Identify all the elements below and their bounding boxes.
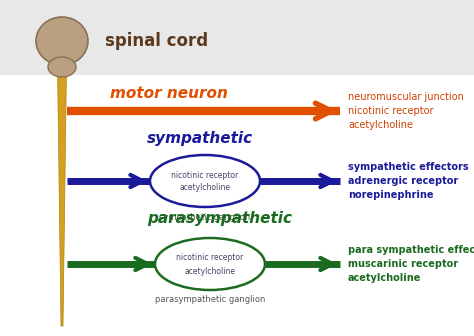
Text: neuromuscular junction: neuromuscular junction <box>348 92 464 102</box>
Text: nicotinic receptor: nicotinic receptor <box>172 170 238 179</box>
Text: acetylcholine: acetylcholine <box>348 120 413 130</box>
Text: norepinephrine: norepinephrine <box>348 190 434 200</box>
Text: sympathetic effectors: sympathetic effectors <box>348 162 469 172</box>
Ellipse shape <box>155 238 265 290</box>
Text: sympathetic ganglion: sympathetic ganglion <box>159 212 251 221</box>
Text: acetylcholine: acetylcholine <box>180 183 230 193</box>
Text: parasympathetic: parasympathetic <box>147 211 292 226</box>
Text: motor neuron: motor neuron <box>110 85 228 100</box>
Ellipse shape <box>36 17 88 65</box>
Polygon shape <box>57 66 66 326</box>
Ellipse shape <box>150 155 260 207</box>
Text: nicotinic receptor: nicotinic receptor <box>176 253 244 262</box>
Text: spinal cord: spinal cord <box>105 32 208 50</box>
Ellipse shape <box>48 57 76 77</box>
Text: sympathetic: sympathetic <box>147 131 253 146</box>
Text: nicotinic receptor: nicotinic receptor <box>348 106 434 116</box>
Text: muscarinic receptor: muscarinic receptor <box>348 259 458 269</box>
Text: adrenergic receptor: adrenergic receptor <box>348 176 458 186</box>
Text: para sympathetic effectors: para sympathetic effectors <box>348 245 474 255</box>
Text: parasympathetic ganglion: parasympathetic ganglion <box>155 295 265 304</box>
Text: acetylcholine: acetylcholine <box>348 273 421 283</box>
Bar <box>0 0 474 75</box>
Text: acetylcholine: acetylcholine <box>184 266 236 276</box>
